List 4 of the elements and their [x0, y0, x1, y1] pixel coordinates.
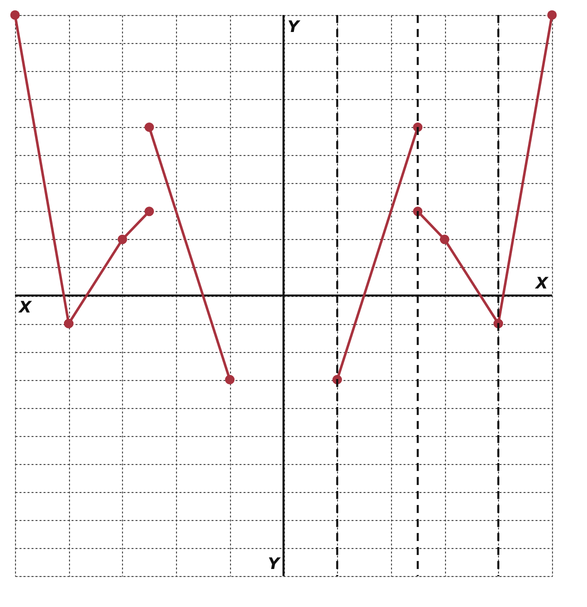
text: Y — [268, 554, 281, 573]
annotation: X — [534, 274, 549, 292]
annotation: Y — [288, 17, 300, 36]
annotation: X — [18, 298, 32, 316]
